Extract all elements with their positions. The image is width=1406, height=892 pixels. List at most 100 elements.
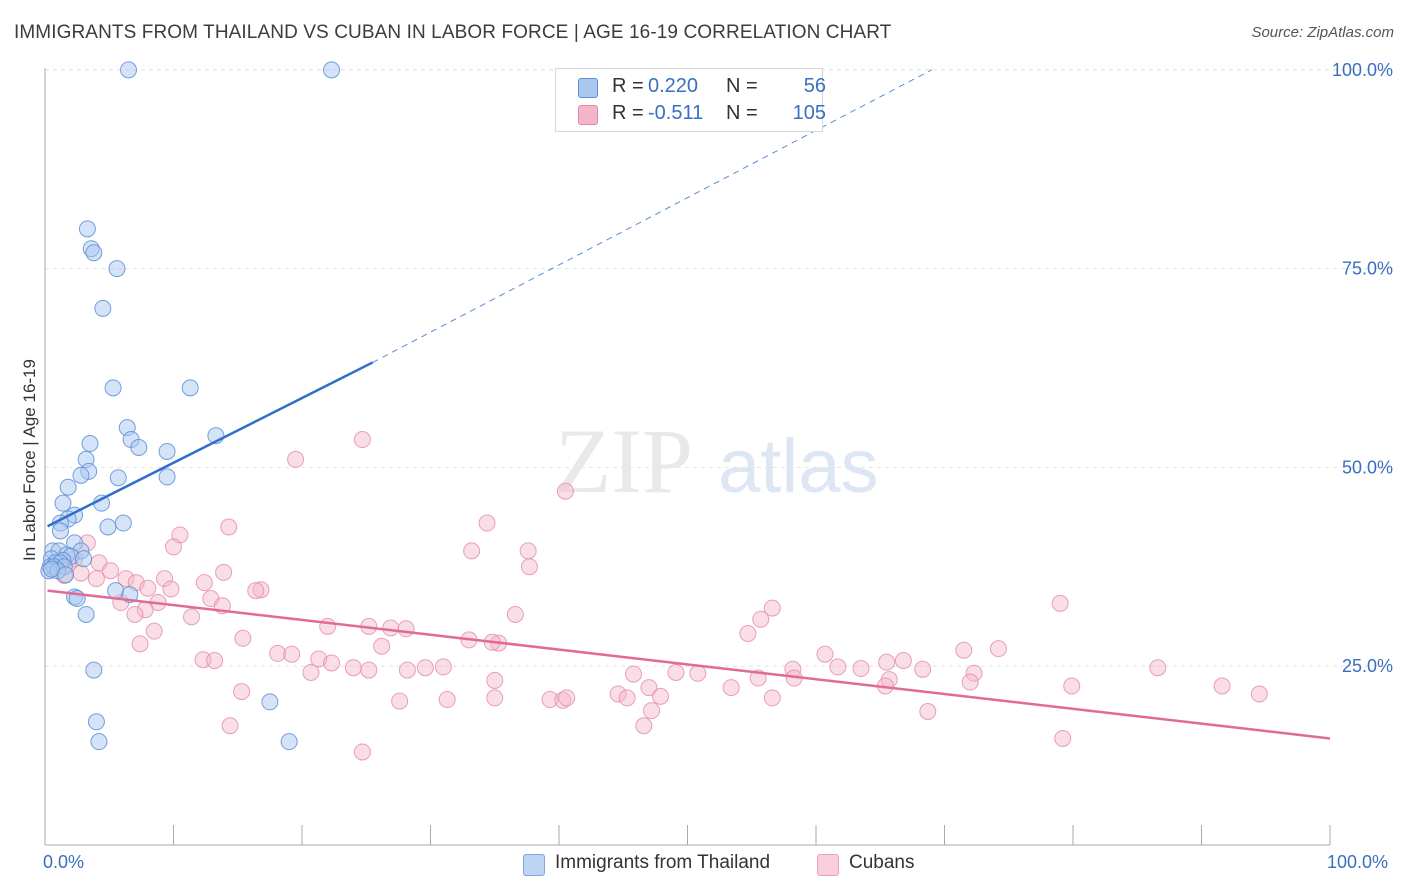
cubans-point [852,660,870,678]
legend-r-label: R = [612,75,644,97]
legend-r-label: R = [612,102,644,124]
cubans-point [1213,677,1231,695]
cubans-point [344,659,362,677]
cubans-point [131,635,149,653]
series-label-thailand: Immigrants from Thailand [555,852,771,873]
cubans-point [310,650,328,668]
series-label-cubans: Cubans [849,852,915,873]
cubans-point [643,702,661,720]
thailand-point [51,522,69,540]
thailand-point [81,435,99,453]
grid-lines [45,69,1390,667]
legend-r-value: 0.220 [648,75,699,97]
cubans-point [878,653,896,671]
cubans-point [319,617,337,635]
cubans-point [914,660,932,678]
cubans-point [382,619,400,637]
thailand-point [181,379,199,397]
cubans-point [558,689,576,707]
cubans-point [519,542,537,560]
cubans-point [752,610,770,628]
cubans-point [816,645,834,663]
thailand-point [77,605,95,623]
y-tick-label: 100.0% [1332,60,1393,80]
watermark: ZIP atlas [555,410,879,512]
thailand-point [75,550,93,568]
cubans-point [486,689,504,707]
cubans-point [1051,594,1069,612]
cubans-point [894,652,912,670]
legend-swatch-cubans [578,105,598,125]
legend-n-label: N = [726,102,758,124]
cubans-point [618,689,636,707]
cubans-point [989,640,1007,658]
cubans-point [283,645,301,663]
cubans-point [221,717,239,735]
thailand-point [78,220,96,238]
cubans-point [195,574,213,592]
cubans-point [763,689,781,707]
thailand-point [107,582,125,600]
cubans-trend-line [47,589,1331,740]
y-tick-label: 75.0% [1342,259,1393,279]
cubans-point [434,658,452,676]
cubans-point [87,570,105,588]
cubans-point [252,581,270,599]
cubans-point [397,620,415,638]
cubans-point [722,679,740,697]
cubans-point [463,542,481,560]
watermark-atlas: atlas [718,424,879,509]
thailand-point [72,466,90,484]
thailand-point [54,494,72,512]
cubans-point [323,654,341,672]
cubans-point [625,665,643,683]
cubans-point [1149,659,1167,677]
cubans-point [652,687,670,705]
cubans-point [117,570,135,588]
y-axis-label: In Labor Force | Age 16-19 [20,359,39,561]
cubans-point [102,562,120,580]
cubans-point [609,685,627,703]
y-tick-label: 50.0% [1342,457,1393,477]
series-swatch-thailand [523,854,545,876]
thailand-points [40,61,341,751]
cubans-point [763,599,781,617]
cubans-point [1250,685,1268,703]
cubans-point [373,637,391,655]
thailand-point [108,260,126,278]
thailand-point [87,713,105,731]
cubans-point [139,579,157,597]
thailand-point [85,244,103,262]
thailand-point [261,693,279,711]
legend-r-value: -0.511 [648,102,704,124]
legend-swatch-thailand [578,78,598,98]
cubans-point [919,702,937,720]
chart-source: Source: ZipAtlas.com [1251,24,1394,41]
cubans-point [391,692,409,710]
x-tick-label-min: 0.0% [43,852,85,872]
cubans-point [520,558,538,576]
thailand-point [57,566,75,584]
cubans-point [667,663,685,681]
cubans-point [965,664,983,682]
thailand-point [280,733,298,751]
cubans-point [220,518,238,536]
thailand-point [158,468,176,486]
cubans-point [689,664,707,682]
cubans-point [416,659,434,677]
cubans-point [1054,729,1072,747]
watermark-zip: ZIP [555,410,693,512]
cubans-point [287,450,305,468]
cubans-point [360,661,378,679]
legend-n-label: N = [726,75,758,97]
cubans-point [215,563,233,581]
chart-title: IMMIGRANTS FROM THAILAND VS CUBAN IN LAB… [14,22,892,43]
cubans-point [961,673,979,691]
thailand-point [85,661,103,679]
thailand-point [323,61,341,79]
thailand-point [109,469,127,487]
cubans-point [541,691,559,709]
thailand-point [59,478,77,496]
cubans-point [955,641,973,659]
